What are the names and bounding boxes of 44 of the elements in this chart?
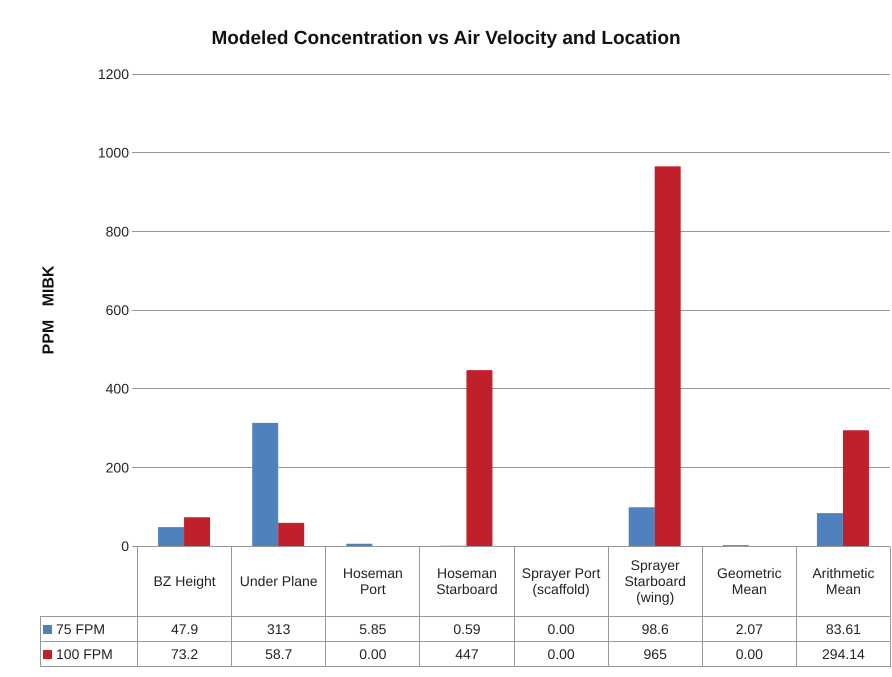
y-tick-label: 1200 xyxy=(98,66,130,82)
bar xyxy=(184,517,210,546)
x-tick-label: Hoseman Port xyxy=(326,547,420,616)
data-label: 47.9 xyxy=(138,616,232,641)
bar xyxy=(654,166,681,546)
bar xyxy=(466,370,492,546)
data-label: 294.14 xyxy=(796,641,890,666)
bar xyxy=(628,507,655,546)
bar xyxy=(158,527,184,546)
x-tick-label: Sprayer Starboard (wing) xyxy=(608,547,702,616)
data-label: 0.00 xyxy=(514,641,608,666)
x-tick-label: Geometric Mean xyxy=(702,547,796,616)
data-label: 313 xyxy=(232,616,326,641)
data-label: 965 xyxy=(608,641,702,666)
y-tick-label: 800 xyxy=(106,223,130,240)
y-tick-label: 400 xyxy=(106,380,130,397)
legend-label: 75 FPM xyxy=(40,616,138,641)
y-axis-title: PPM MIBK xyxy=(40,265,58,354)
x-tick-label: Under Plane xyxy=(232,547,326,616)
data-label: 58.7 xyxy=(232,641,326,666)
bar xyxy=(252,422,278,546)
chart-title: Modeled Concentration vs Air Velocity and Location xyxy=(211,28,681,49)
data-label: 98.6 xyxy=(608,616,702,641)
bar xyxy=(842,430,869,546)
y-tick-label: 600 xyxy=(106,302,130,318)
bar xyxy=(278,522,304,546)
data-label: 447 xyxy=(420,641,514,666)
bar xyxy=(816,513,843,546)
x-tick-label: Arithmetic Mean xyxy=(796,547,890,616)
data-label: 83.61 xyxy=(796,616,890,641)
y-tick-label: 200 xyxy=(106,459,130,476)
y-tick-label: 1000 xyxy=(98,144,130,161)
data-label: 2.07 xyxy=(702,616,796,641)
y-tick-label: 0 xyxy=(121,538,130,554)
x-tick-label: Hoseman Starboard xyxy=(420,547,514,616)
data-label: 0.59 xyxy=(420,616,514,641)
x-tick-label: BZ Height xyxy=(138,547,232,616)
data-label: 0.00 xyxy=(326,641,420,666)
data-label: 73.2 xyxy=(138,641,232,666)
data-label: 0.00 xyxy=(514,616,608,641)
legend-label: 100 FPM xyxy=(40,641,138,666)
data-label: 5.85 xyxy=(326,616,420,641)
x-tick-label: Sprayer Port (scaffold) xyxy=(514,547,608,616)
data-label: 0.00 xyxy=(702,641,796,666)
